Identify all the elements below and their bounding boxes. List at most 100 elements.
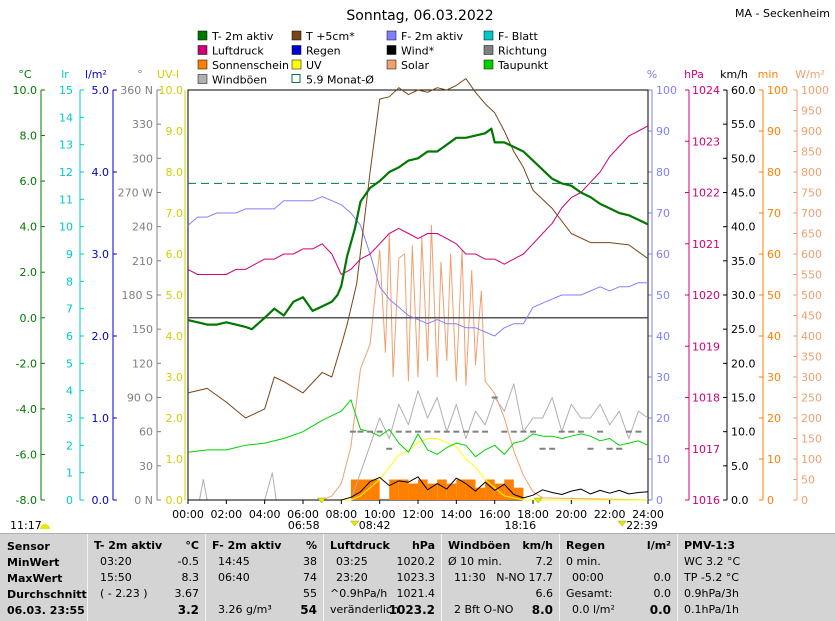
axes: 10.08.06.04.02.00.0-2.0-4.0-6.0-8.015141… — [13, 84, 830, 507]
sunset-time: 18:16 — [504, 519, 536, 532]
tick-label: 950 — [801, 105, 822, 118]
legend-swatch — [386, 59, 397, 70]
gust-line — [188, 383, 649, 501]
time-label: 22:00 — [594, 508, 626, 521]
tick-label: 1000 — [801, 84, 829, 97]
time-label: 02:00 — [210, 508, 242, 521]
uv-end-marker — [617, 520, 627, 527]
tick-label: 100 — [767, 84, 788, 97]
tick-label: 10 — [59, 221, 73, 234]
summary-gust-header: Windböen — [448, 539, 511, 552]
tick-label: 300 — [132, 152, 153, 165]
summary-rain-total: 0.0 — [653, 587, 672, 600]
day-length: 11:17 — [10, 519, 42, 532]
tick-label: 40 — [656, 330, 670, 343]
legend-label: Richtung — [498, 45, 547, 58]
sunshine-bar — [456, 479, 466, 500]
tick-label: -8.0 — [16, 494, 37, 507]
summary-rain-duration: 0 min. — [566, 555, 601, 568]
legend-label: F- Blatt — [498, 30, 538, 43]
summary-temp-avg-note: ( - 2.23 ) — [100, 587, 148, 600]
tick-label: 35.0 — [731, 255, 756, 268]
legend: T- 2m aktiv T +5cm* F- 2m aktiv F- Blatt Luf… — [197, 30, 549, 87]
tick-label: 5.0 — [731, 460, 749, 473]
summary-press-max-time: 23:20 — [336, 571, 368, 584]
time-label: 12:00 — [402, 508, 434, 521]
summary-gust-current: 8.0 — [531, 603, 553, 617]
tick-label: 15.0 — [731, 392, 756, 405]
tick-label: 1.0 — [166, 453, 184, 466]
day-length-icon — [40, 524, 50, 529]
time-label: 06:00 — [287, 508, 319, 521]
tick-label: -2.0 — [16, 357, 37, 370]
tick-label: 6.0 — [20, 175, 38, 188]
summary-temp-min: -0.5 — [177, 555, 199, 568]
tick-label: 8 — [66, 275, 73, 288]
tick-label: 1 — [66, 467, 73, 480]
tick-label: 3.0 — [166, 371, 184, 384]
tick-label: 0.0 — [166, 494, 184, 507]
tick-label: 2.0 — [166, 412, 184, 425]
summary-rain-max-time: 00:00 — [572, 571, 604, 584]
time-label: 08:00 — [325, 508, 357, 521]
tick-label: 50 — [801, 474, 815, 487]
summary-rain-max: 0.0 — [653, 571, 672, 584]
tick-label: 300 — [801, 371, 822, 384]
sunshine-bar — [389, 479, 399, 500]
tick-label: 45.0 — [731, 187, 756, 200]
summary-hum-max-time: 06:40 — [218, 571, 250, 584]
sunshine-bar — [437, 479, 447, 500]
tick-label: 20 — [767, 412, 781, 425]
tick-label: 30.0 — [731, 289, 756, 302]
tick-label: 5 — [66, 357, 73, 370]
tick-label: 6 — [66, 330, 73, 343]
tick-label: 3.0 — [92, 248, 110, 261]
summary-gust-avg-label: Ø 10 min. — [448, 555, 502, 568]
summary-gust-column: Windböen km/h Ø 10 min. 7.2 11:30 N-NO 1… — [442, 534, 560, 621]
legend-label: Solar — [401, 59, 430, 72]
legend-swatch — [197, 30, 208, 41]
tick-label: 6.0 — [166, 248, 184, 261]
tick-label: 0 — [66, 494, 73, 507]
tick-label: 70 — [767, 207, 781, 220]
tick-label: 9 — [66, 248, 73, 261]
tick-label: 550 — [801, 269, 822, 282]
summary-hum-column: F- 2m aktiv % 14:45 38 06:40 74 55 3.26 … — [206, 534, 324, 621]
tick-label: 7 — [66, 303, 73, 316]
summary-gust-max: 17.7 — [528, 571, 554, 584]
tick-label: 500 — [801, 289, 822, 302]
summary-hum-avg: 55 — [303, 587, 317, 600]
tick-label: 3 — [66, 412, 73, 425]
sunshine-bar — [485, 479, 495, 500]
summary-gust-bft: 2 Bft O-NO — [454, 603, 514, 616]
sunshine-bar — [350, 479, 361, 500]
time-label: 10:00 — [364, 508, 396, 521]
solar-line — [188, 224, 649, 501]
tick-label: 360 N — [120, 84, 153, 97]
summary-timestamp: 06.03. 23:55 — [7, 604, 85, 617]
legend-swatch — [386, 45, 397, 55]
tick-label: 0 — [801, 494, 808, 507]
summary-pmv-header: PMV-1:3 — [684, 539, 735, 552]
summary-hum-unit: % — [305, 539, 317, 552]
summary-pmv-windchill: WC 3.2 °C — [684, 555, 741, 568]
tick-label: 850 — [801, 146, 822, 159]
summary-gust-avg10: 7.2 — [535, 555, 554, 568]
summary-pmv-dewpoint: TP -5.2 °C — [684, 571, 739, 584]
tick-label: 1016 — [692, 494, 720, 507]
summary-temp-min-time: 03:20 — [100, 555, 132, 568]
summary-gust-max-time: 11:30 N-NO — [454, 571, 526, 584]
tick-label: 20 — [656, 412, 670, 425]
summary-table: Sensor MinWert MaxWert Durchschnitt 06.0… — [0, 533, 835, 621]
tick-label: 1024 — [692, 84, 720, 97]
tick-label: 60 — [656, 248, 670, 261]
sunshine-bar — [360, 479, 371, 500]
axis-units: °C lr l/m² ° UV-I% hPa km/h min W/m² — [18, 68, 824, 81]
legend-swatch — [197, 74, 208, 84]
tick-label: 90 — [767, 125, 781, 138]
summary-press-tendency: veränderlich — [330, 603, 399, 616]
tick-label: 2.0 — [92, 330, 110, 343]
tick-label: 900 — [801, 125, 822, 138]
sunshine-bar — [398, 479, 409, 500]
tick-label: 14 — [59, 111, 73, 124]
